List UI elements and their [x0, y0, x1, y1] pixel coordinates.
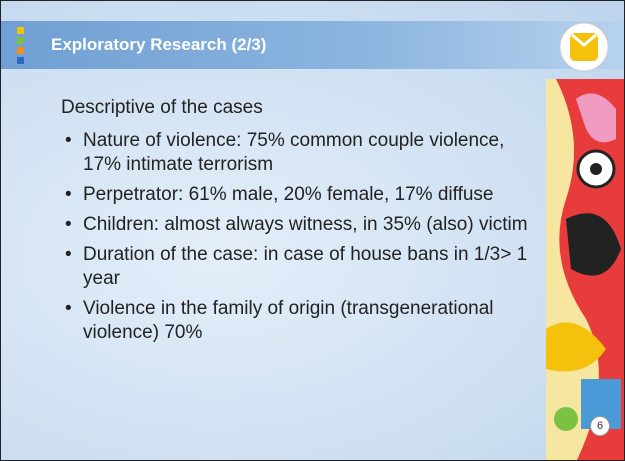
header-title: Exploratory Research (2/3) — [51, 35, 266, 55]
page: Exploratory Research (2/3) Descriptive o… — [0, 0, 625, 461]
page-number: 6 — [590, 416, 610, 436]
square — [17, 57, 24, 64]
decorative-art — [546, 79, 625, 461]
bullet: Violence in the family of origin (transg… — [61, 297, 545, 345]
square — [17, 47, 24, 54]
bullet: Nature of violence: 75% common couple vi… — [61, 129, 545, 177]
bullet: Perpetrator: 61% male, 20% female, 17% d… — [61, 183, 545, 207]
square — [17, 27, 24, 34]
logo — [559, 21, 609, 73]
bullet-list: Nature of violence: 75% common couple vi… — [61, 129, 545, 351]
bullet: Duration of the case: in case of house b… — [61, 243, 545, 291]
slide: Exploratory Research (2/3) Descriptive o… — [0, 0, 625, 461]
bullet: Children: almost always witness, in 35% … — [61, 213, 545, 237]
subtitle: Descriptive of the cases — [61, 97, 263, 119]
square — [17, 37, 24, 44]
